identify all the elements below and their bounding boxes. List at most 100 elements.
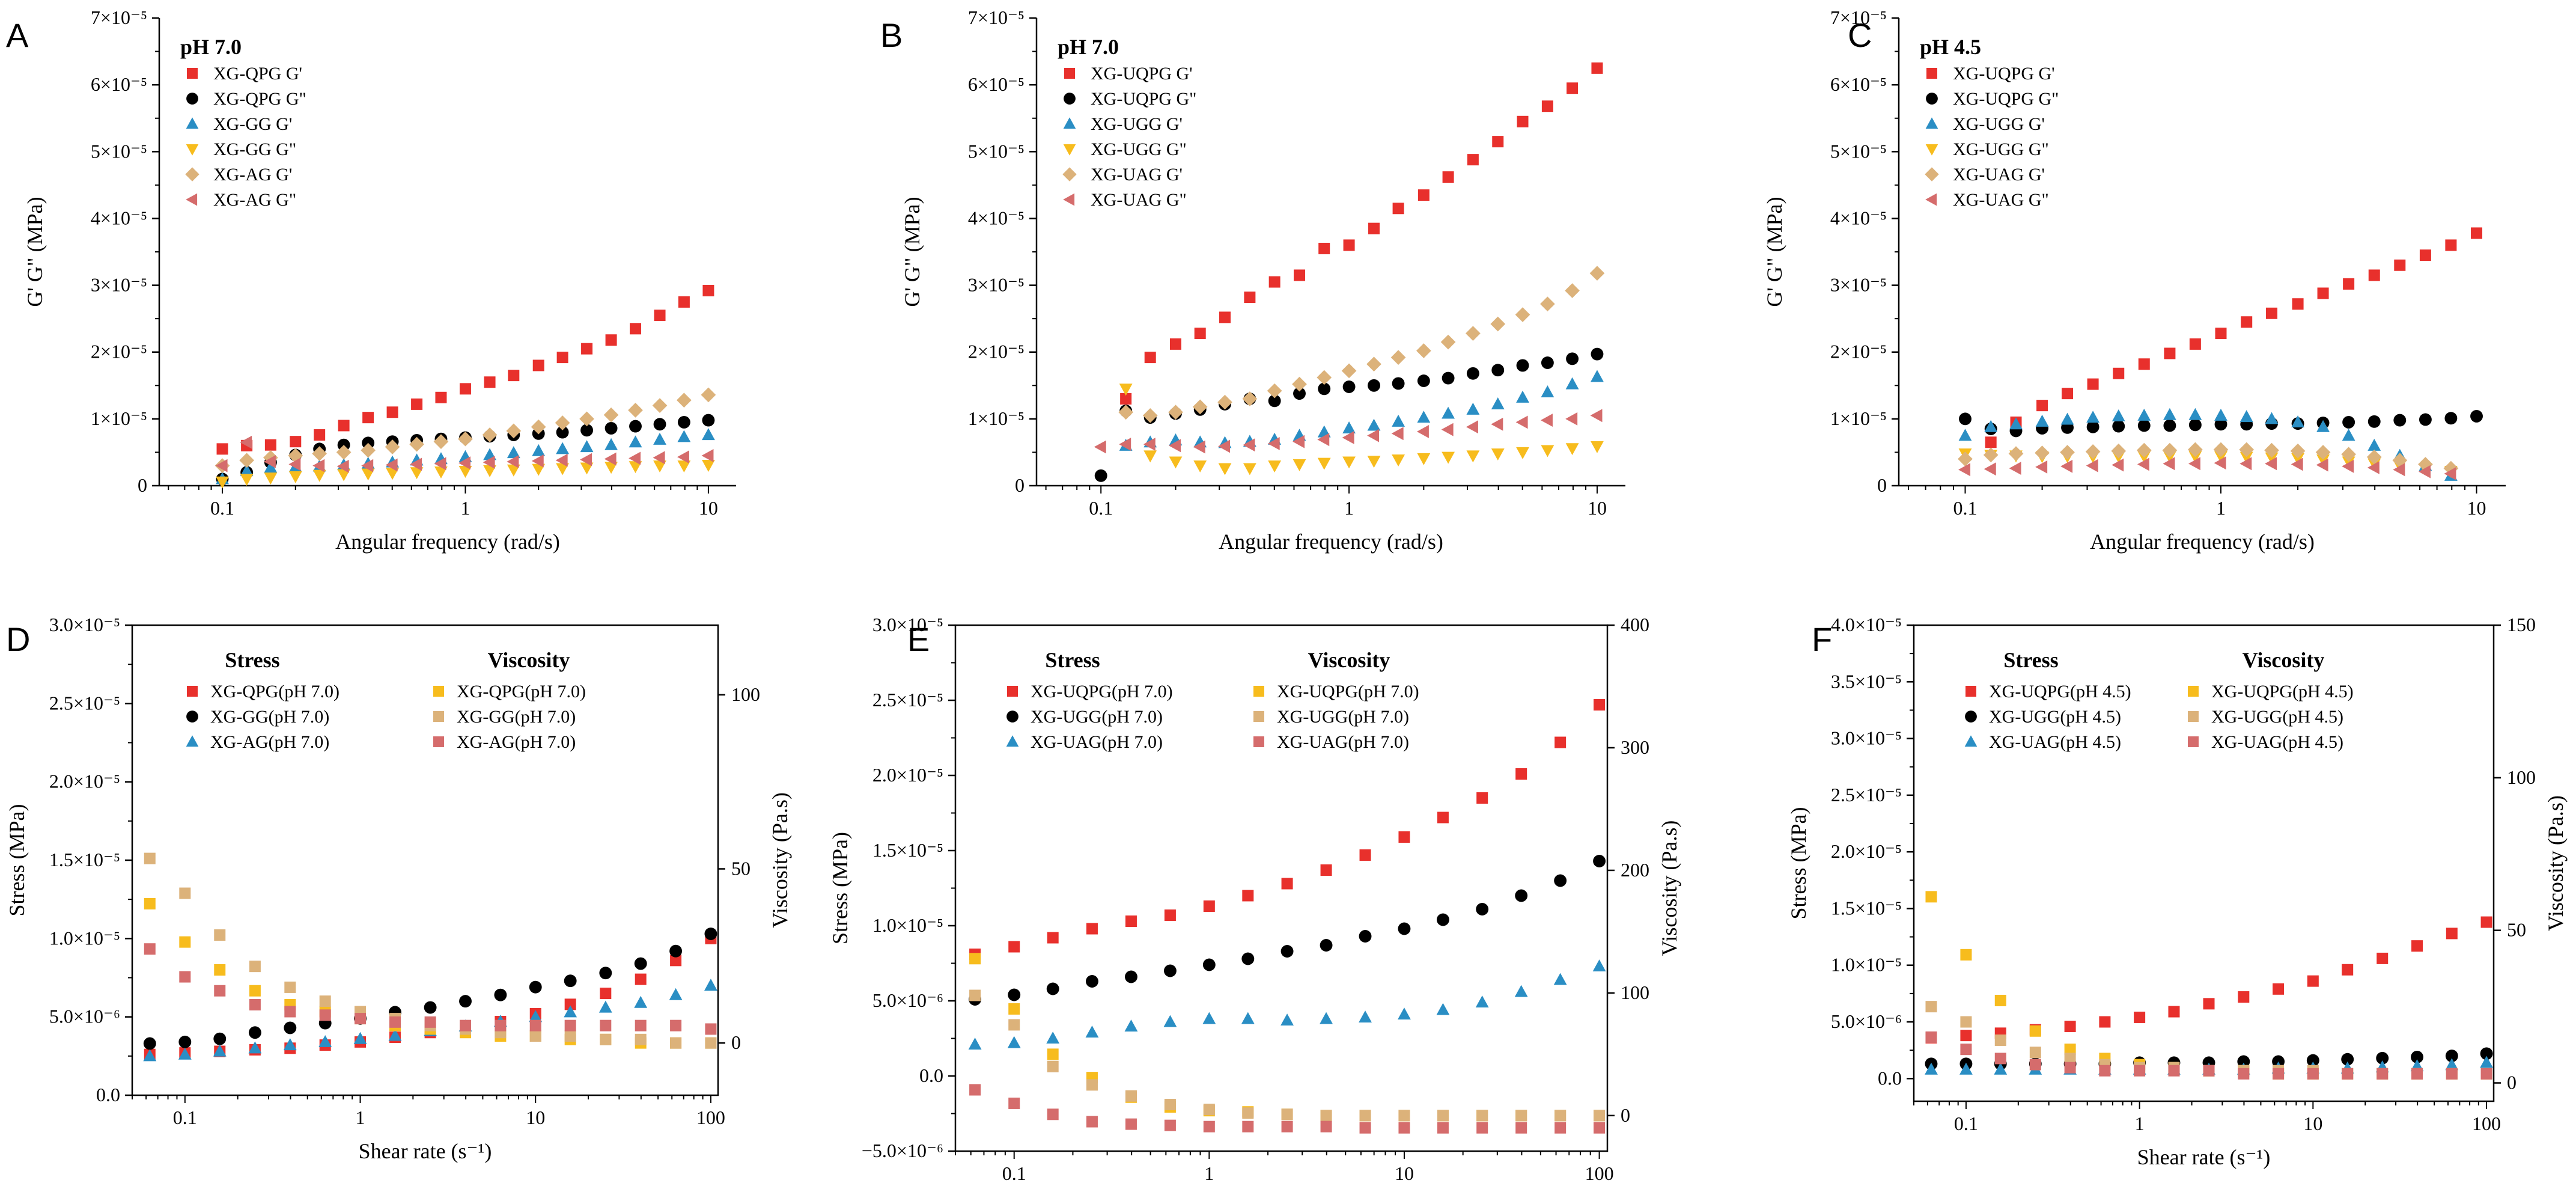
- data-point: [1342, 431, 1354, 444]
- data-point: [669, 988, 683, 1000]
- data-point: [2099, 1016, 2111, 1028]
- data-point: [529, 980, 542, 994]
- data-point: [603, 407, 619, 423]
- data-point: [338, 420, 350, 432]
- series-xg-uag-g: [1958, 442, 2459, 476]
- data-point: [2163, 419, 2176, 432]
- y-tick-label: 2×10⁻⁵: [968, 341, 1025, 362]
- data-point: [629, 435, 642, 448]
- data-point: [249, 998, 261, 1010]
- data-point: [1008, 1097, 1020, 1109]
- data-point: [2134, 1011, 2146, 1023]
- data-point: [2266, 307, 2278, 319]
- x-tick-label: 100: [696, 1107, 725, 1128]
- series-xg-ugg-g: [1119, 370, 1604, 451]
- data-point: [677, 415, 690, 429]
- data-point: [599, 967, 612, 980]
- data-point: [1359, 849, 1371, 861]
- legend-header-stress: Stress: [225, 648, 279, 672]
- data-point: [653, 432, 666, 445]
- data-point: [2342, 964, 2354, 976]
- y-tick-label: 4×10⁻⁵: [968, 207, 1025, 228]
- data-point: [2480, 1047, 2493, 1060]
- y-right-tick-label: 200: [1621, 859, 1649, 881]
- data-point: [555, 453, 568, 467]
- panel-f: F 0.0 5.0×10⁻⁶ 1.0×10⁻⁵ 1.5×10⁻⁵ 2.0×10⁻⁵ 2.5×…: [1786, 614, 2568, 1169]
- legend-label: XG-UGG(pH 4.5): [1989, 707, 2121, 727]
- data-point: [1590, 409, 1603, 423]
- x-tick-label: 1: [356, 1107, 365, 1128]
- y-tick-label: 4×10⁻⁵: [1830, 207, 1887, 228]
- data-point: [1983, 447, 1999, 463]
- x-tick-label: 10: [2303, 1113, 2322, 1134]
- legend-title: pH 4.5: [1920, 35, 1981, 59]
- data-point: [2134, 1065, 2146, 1077]
- y-tick-label: 3.0×10⁻⁵: [49, 614, 120, 635]
- series-xg-ugg-ph-7-0-stress: [969, 855, 1606, 1006]
- data-point: [411, 398, 423, 410]
- data-point: [1516, 447, 1529, 459]
- data-point: [1267, 383, 1282, 399]
- data-point: [2292, 298, 2304, 310]
- x-tick-label: 0.1: [1089, 497, 1113, 519]
- data-point: [458, 456, 471, 470]
- data-point: [240, 474, 254, 486]
- data-point: [556, 442, 570, 454]
- y-tick-label: 4×10⁻⁵: [91, 207, 147, 228]
- data-point: [1515, 889, 1528, 902]
- data-point: [2060, 412, 2074, 425]
- data-point: [1541, 445, 1554, 457]
- y-tick-label: 7×10⁻⁵: [968, 7, 1025, 28]
- data-point: [495, 1019, 507, 1032]
- data-point: [629, 420, 642, 433]
- data-point: [1342, 421, 1356, 433]
- legend-marker: [1926, 68, 1937, 79]
- data-point: [1566, 352, 1579, 365]
- data-point: [1565, 412, 1578, 426]
- data-point: [1203, 1104, 1215, 1116]
- panel-a: A 0 1×10⁻⁵ 2×10⁻⁵ 3×10⁻⁵ 4×10⁻⁵ 5×10⁻⁵ 6×10⁻⁵ 7×…: [6, 7, 736, 554]
- data-point: [1925, 1001, 1937, 1013]
- y-tick-label: 3×10⁻⁵: [1830, 274, 1887, 296]
- data-point: [214, 964, 226, 976]
- data-point: [1008, 1003, 1020, 1015]
- data-point: [2471, 227, 2483, 239]
- data-point: [1359, 930, 1372, 943]
- data-point: [1442, 171, 1454, 183]
- legend: pH 7.0 XG-QPG G' XG-QPG G" XG-GG G' XG-GG G"…: [180, 35, 306, 210]
- data-point: [581, 343, 593, 355]
- data-point: [670, 1037, 682, 1049]
- legend-label: XG-UQPG G': [1091, 64, 1193, 84]
- data-point: [1466, 326, 1481, 341]
- data-point: [263, 450, 278, 465]
- data-point: [2411, 940, 2423, 952]
- data-point: [389, 1016, 401, 1028]
- data-point: [1193, 460, 1207, 473]
- data-point: [1994, 1034, 2006, 1046]
- data-point: [556, 352, 568, 364]
- data-point: [1565, 377, 1579, 390]
- data-point: [1541, 356, 1554, 369]
- data-point: [1268, 394, 1281, 408]
- y-tick-label: 2.5×10⁻⁵: [1831, 784, 1902, 805]
- x-tick-label: 0.1: [173, 1107, 197, 1128]
- data-point: [1466, 420, 1478, 434]
- y-right-tick-label: 0: [2507, 1072, 2517, 1093]
- data-point: [677, 393, 692, 408]
- legend-label: XG-UAG(pH 7.0): [1277, 732, 1409, 752]
- data-point: [1554, 736, 1567, 748]
- data-point: [264, 472, 278, 485]
- data-point: [410, 467, 424, 480]
- data-point: [1318, 242, 1330, 254]
- y-right-tick-label: 50: [731, 857, 751, 879]
- data-point: [1086, 975, 1098, 988]
- data-point: [653, 418, 666, 431]
- y-axis-title: Stress (MPa): [1786, 807, 1810, 920]
- data-point: [2343, 278, 2355, 290]
- data-point: [283, 1038, 297, 1051]
- data-point: [1398, 831, 1410, 843]
- series-xg-uag-ph-7-0-stress: [968, 959, 1606, 1050]
- data-point: [1984, 462, 1996, 476]
- y-tick-label: 5×10⁻⁵: [91, 140, 147, 162]
- legend-label: XG-UAG(pH 4.5): [2211, 732, 2343, 752]
